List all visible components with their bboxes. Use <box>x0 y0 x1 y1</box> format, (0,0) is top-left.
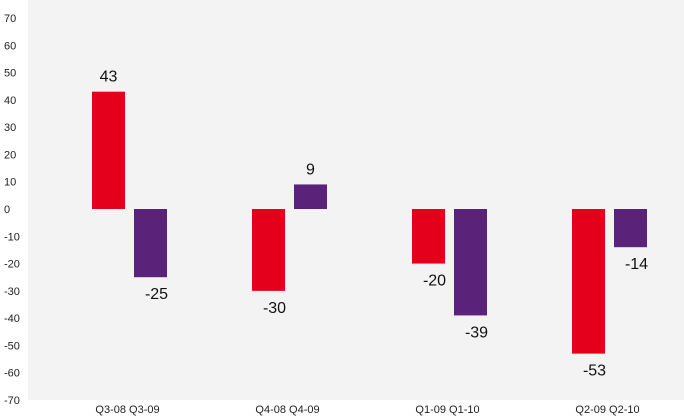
y-tick-label: 50 <box>4 68 16 80</box>
bar-series-1-q1-09-q1-10 <box>412 209 445 264</box>
bar-series-2-q1-09-q1-10 <box>454 209 487 316</box>
y-tick-label: -30 <box>4 286 20 298</box>
y-tick-label: -50 <box>4 340 20 352</box>
data-label: 9 <box>306 161 315 178</box>
y-tick-label: -70 <box>4 395 20 407</box>
y-tick-label: 30 <box>4 122 16 134</box>
data-label: 43 <box>100 69 118 86</box>
y-tick-label: 10 <box>4 177 16 189</box>
data-label: -39 <box>465 324 488 341</box>
y-tick-label: 40 <box>4 95 16 107</box>
bar-series-1-q4-08-q4-09 <box>252 209 285 291</box>
bar-series-2-q4-08-q4-09 <box>294 184 327 209</box>
bar-series-2-q2-09-q2-10 <box>614 209 647 248</box>
y-tick-label: -10 <box>4 231 20 243</box>
data-label: -14 <box>625 256 648 273</box>
data-label: -30 <box>263 300 286 317</box>
y-tick-label: 0 <box>4 204 10 216</box>
category-label: Q1-09 Q1-10 <box>415 404 479 416</box>
y-tick-label: 20 <box>4 149 16 161</box>
bar-series-2-q3-08-q3-09 <box>134 209 167 278</box>
y-tick-label: 60 <box>4 40 16 52</box>
category-label: Q4-08 Q4-09 <box>255 404 319 416</box>
category-label: Q3-08 Q3-09 <box>95 404 159 416</box>
y-tick-label: -40 <box>4 313 20 325</box>
data-label: -20 <box>423 273 446 290</box>
data-label: -25 <box>145 286 168 303</box>
y-tick-label: 70 <box>4 13 16 25</box>
y-tick-label: -60 <box>4 368 20 380</box>
bar-series-1-q3-08-q3-09 <box>92 91 125 209</box>
bar-series-1-q2-09-q2-10 <box>572 209 605 354</box>
data-label: -53 <box>583 363 606 380</box>
category-label: Q2-09 Q2-10 <box>575 404 639 416</box>
y-tick-label: -20 <box>4 259 20 271</box>
